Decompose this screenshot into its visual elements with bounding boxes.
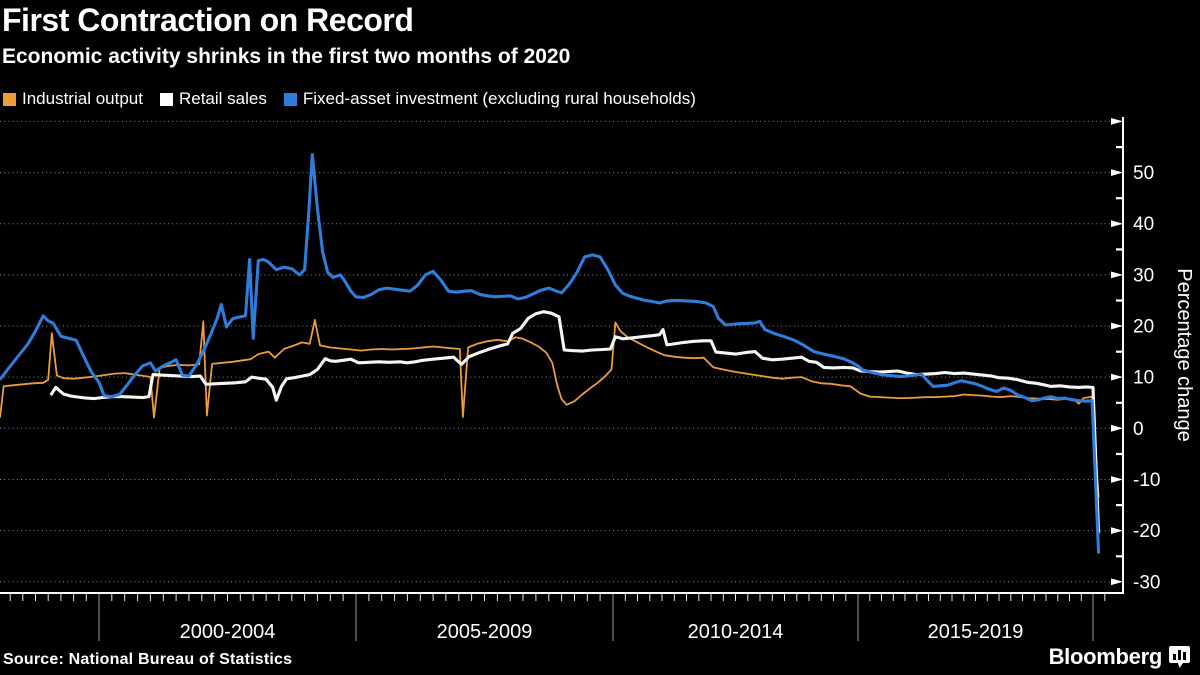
y-major-tick xyxy=(1111,527,1123,534)
y-minor-tick xyxy=(1116,452,1123,456)
y-tick-label: 50 xyxy=(1133,163,1154,184)
industrial-output-swatch-icon xyxy=(3,92,16,106)
y-minor-tick xyxy=(1116,504,1123,507)
y-tick-label: 10 xyxy=(1133,368,1154,389)
y-minor-tick xyxy=(1116,350,1123,353)
y-minor-tick xyxy=(1116,146,1123,149)
y-major-tick xyxy=(1111,220,1123,228)
y-minor-tick xyxy=(1116,555,1123,558)
series-retail-sales xyxy=(49,310,1101,534)
page-subtitle: Economic activity shrinks in the first t… xyxy=(2,45,571,68)
y-tick-label: -30 xyxy=(1133,572,1160,593)
y-major-tick xyxy=(1111,578,1123,586)
y-tick-label: 20 xyxy=(1133,317,1154,338)
x-section-label: 2010-2014 xyxy=(688,621,784,643)
x-section-label: 2005-2009 xyxy=(437,621,533,643)
y-tick-label: 30 xyxy=(1133,265,1154,286)
y-tick-label: -10 xyxy=(1133,470,1160,491)
y-major-tick xyxy=(1111,271,1123,279)
legend-item-fixed-asset-investment: Fixed-asset investment (excluding rural … xyxy=(283,89,696,109)
source-note: Source: National Bureau of Statistics xyxy=(3,651,293,668)
bloomberg-brand: Bloomberg xyxy=(1049,644,1190,670)
y-major-tick xyxy=(1111,322,1123,330)
y-major-tick xyxy=(1111,118,1123,125)
y-minor-tick xyxy=(1116,401,1123,404)
x-section-label: 2000-2004 xyxy=(180,621,276,643)
y-major-tick xyxy=(1111,169,1123,176)
bloomberg-logo-text: Bloomberg xyxy=(1048,644,1163,669)
legend-label: Retail sales xyxy=(178,89,267,108)
fixed-asset-investment-swatch-icon xyxy=(283,92,297,106)
y-minor-tick xyxy=(1116,248,1123,251)
y-major-tick xyxy=(1111,424,1123,432)
x-section-label: 2015-2019 xyxy=(928,621,1024,643)
bar-chart-bubble-icon xyxy=(1169,646,1190,668)
y-major-tick xyxy=(1111,476,1123,483)
retail-sales-swatch-icon xyxy=(159,92,173,106)
series-industrial-output xyxy=(0,318,1100,498)
y-minor-tick xyxy=(1116,299,1123,302)
y-tick-label: 40 xyxy=(1133,214,1154,235)
legend-label: Industrial output xyxy=(22,89,143,108)
legend: Industrial output Retail sales Fixed-ass… xyxy=(3,89,696,109)
legend-item-industrial-output: Industrial output xyxy=(3,89,143,109)
series-fixed-asset-investment xyxy=(0,153,1101,554)
y-major-tick xyxy=(1111,373,1123,381)
y-minor-tick xyxy=(1116,197,1123,200)
y-axis-title: Percentage change xyxy=(1173,268,1195,441)
y-tick-label: -20 xyxy=(1133,521,1160,542)
legend-item-retail-sales: Retail sales xyxy=(159,89,267,109)
y-tick-label: 0 xyxy=(1133,419,1144,440)
legend-label: Fixed-asset investment (excluding rural … xyxy=(302,89,696,108)
page-title: First Contraction on Record xyxy=(2,2,414,38)
